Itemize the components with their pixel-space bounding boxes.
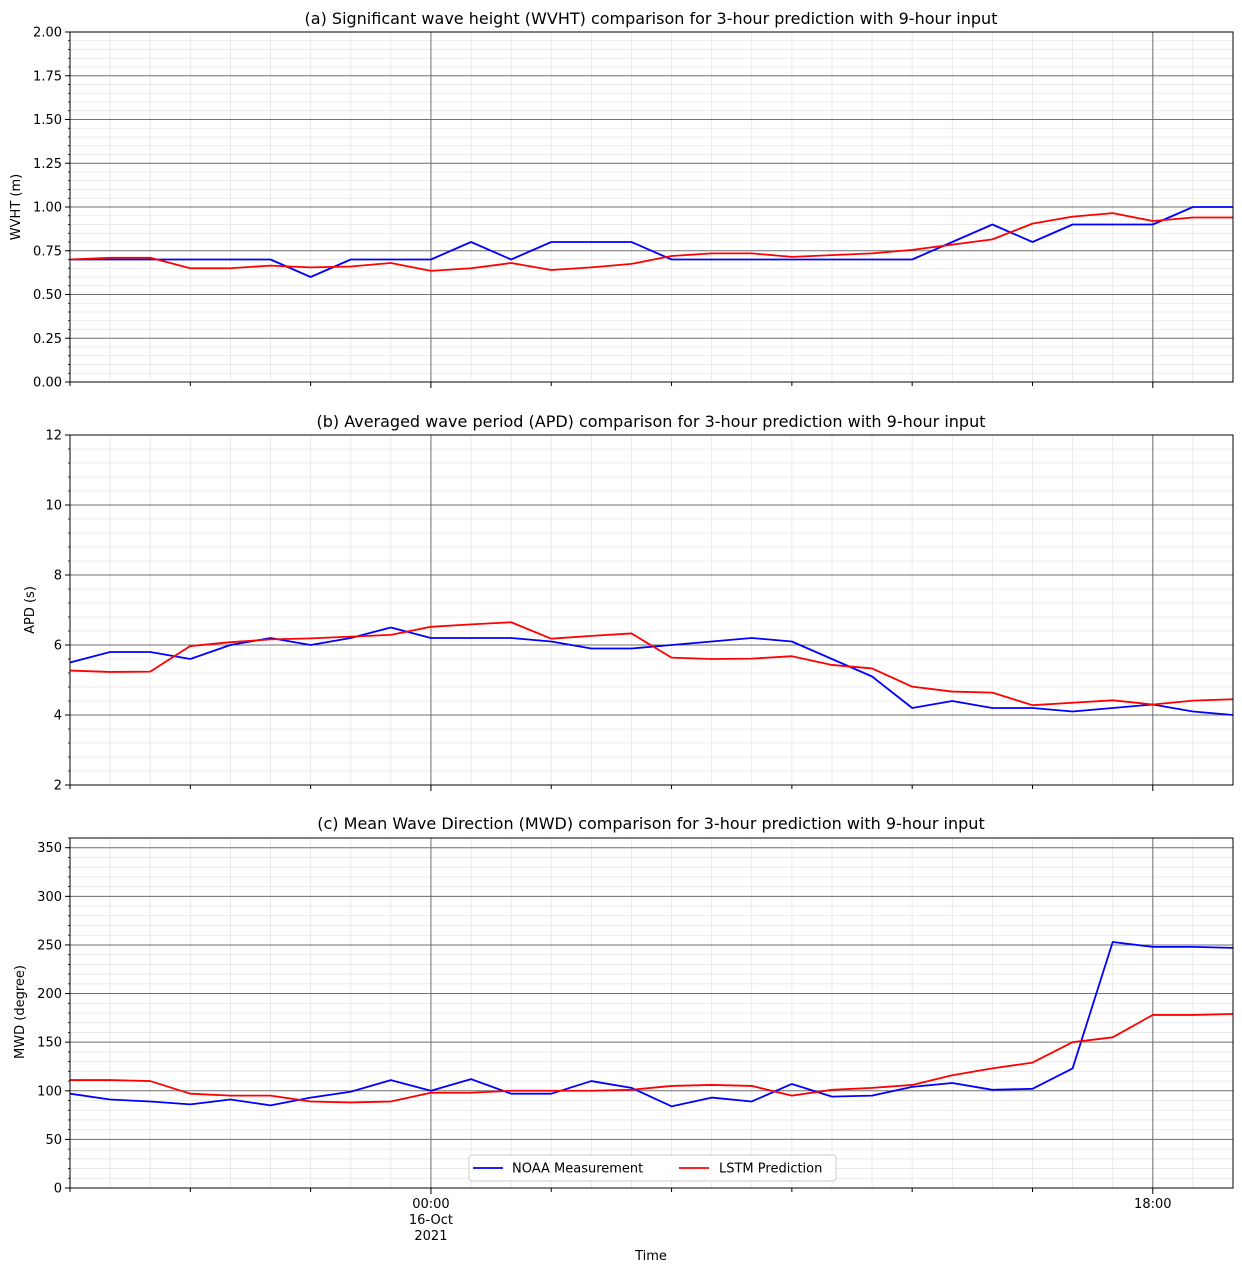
lstm-prediction-line-wvht xyxy=(69,212,1233,272)
x-axis-label: Time xyxy=(634,1249,667,1264)
x-tick-label: 18:00 xyxy=(1134,1197,1171,1212)
plot-frame xyxy=(69,837,1234,1189)
x-tick-label: 00:00 xyxy=(412,1197,449,1212)
y-tick-label-apd: 4 xyxy=(54,709,62,724)
y-tick-label-mwd: 300 xyxy=(37,890,62,905)
y-axis-label-mwd: MWD (degree) xyxy=(13,965,28,1059)
y-tick-label-apd: 12 xyxy=(45,429,62,444)
plot-frame xyxy=(69,434,1234,786)
y-tick-label-wvht: 1.25 xyxy=(33,157,62,172)
y-tick-label-mwd: 250 xyxy=(37,938,62,953)
plot-frame xyxy=(69,31,1234,383)
noaa-measurement-line-wvht xyxy=(70,206,1233,278)
wvht-panel: (a) Significant wave height (WVHT) compa… xyxy=(9,9,1234,391)
legend: NOAA Measurement LSTM Prediction xyxy=(468,1154,837,1182)
legend-box xyxy=(468,1154,837,1182)
y-tick-label-wvht: 0.50 xyxy=(33,288,62,303)
y-tick-label-mwd: 150 xyxy=(37,1036,62,1051)
x-tick-label: 2021 xyxy=(414,1229,447,1244)
y-tick-label-mwd: 350 xyxy=(37,841,62,856)
mwd-panel: (c) Mean Wave Direction (MWD) comparison… xyxy=(13,814,1234,1264)
chart-title-mwd: (c) Mean Wave Direction (MWD) comparison… xyxy=(317,814,984,833)
y-tick-label-wvht: 1.50 xyxy=(33,113,62,128)
y-tick-label-wvht: 1.00 xyxy=(33,201,62,216)
y-tick-label-apd: 2 xyxy=(54,779,62,794)
y-tick-label-mwd: 50 xyxy=(45,1133,62,1148)
y-tick-label-apd: 8 xyxy=(54,569,62,584)
chart-title-wvht: (a) Significant wave height (WVHT) compa… xyxy=(305,9,998,28)
y-tick-label-wvht: 1.75 xyxy=(33,69,62,84)
y-tick-label-wvht: 2.00 xyxy=(33,26,62,41)
lstm-prediction-line-apd xyxy=(69,621,1234,707)
y-axis-label-wvht: WVHT (m) xyxy=(9,174,24,240)
y-tick-label-mwd: 200 xyxy=(37,987,62,1002)
y-tick-label-apd: 10 xyxy=(45,499,62,514)
y-tick-label-mwd: 100 xyxy=(37,1084,62,1099)
apd-panel: (b) Averaged wave period (APD) compariso… xyxy=(23,412,1234,794)
legend-label-noaa: NOAA Measurement xyxy=(512,1162,643,1177)
lstm-prediction-line-mwd xyxy=(70,1013,1234,1104)
y-tick-label-wvht: 0.00 xyxy=(33,376,62,391)
y-tick-label-mwd: 0 xyxy=(54,1182,62,1197)
y-tick-label-wvht: 0.25 xyxy=(33,332,62,347)
y-tick-label-apd: 6 xyxy=(54,639,62,654)
legend-label-lstm: LSTM Prediction xyxy=(719,1162,822,1177)
noaa-measurement-line-mwd xyxy=(69,941,1234,1108)
y-axis-label-apd: APD (s) xyxy=(23,586,38,634)
x-tick-label: 16-Oct xyxy=(409,1213,453,1228)
y-tick-label-wvht: 0.75 xyxy=(33,244,62,259)
chart-title-apd: (b) Averaged wave period (APD) compariso… xyxy=(316,412,985,431)
